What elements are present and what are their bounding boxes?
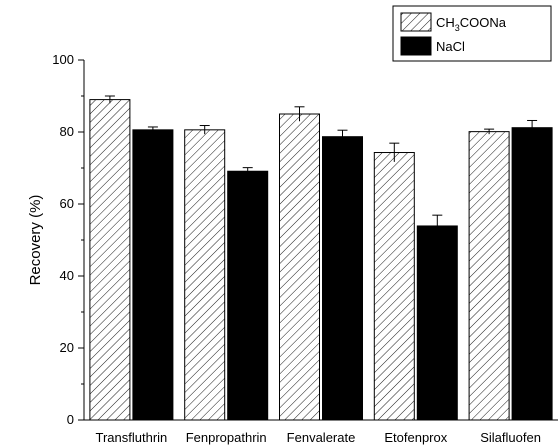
y-tick-label: 40 <box>60 268 74 283</box>
legend: CH3COONa NaCl <box>392 5 552 62</box>
bar-nacl <box>227 170 269 421</box>
error-bars-group <box>104 95 538 237</box>
y-tick-label: 20 <box>60 340 74 355</box>
y-ticks-group: 0 20 40 60 80 100 <box>52 52 84 427</box>
y-tick-label: 0 <box>67 412 74 427</box>
bar-ch3coona <box>89 99 131 421</box>
bar-ch3coona <box>468 131 510 421</box>
y-axis-title: Recovery (%) <box>27 195 44 286</box>
y-tick-label: 80 <box>60 124 74 139</box>
bar-ch3coona <box>373 152 415 421</box>
x-tick-label: Silafluofen <box>480 430 541 445</box>
y-tick-label: 100 <box>52 52 74 67</box>
bars-group <box>89 99 553 421</box>
bar-nacl <box>511 127 553 421</box>
x-tick-label: Etofenprox <box>384 430 447 445</box>
x-ticks-group: Transfluthrin Fenpropathrin Fenvalerate Eto… <box>96 430 541 445</box>
bar-ch3coona <box>184 129 226 421</box>
legend-label-ch3coona: CH3COONa <box>436 15 507 33</box>
bar-ch3coona <box>279 113 320 421</box>
legend-label-nacl: NaCl <box>436 39 465 54</box>
x-tick-label: Transfluthrin <box>96 430 168 445</box>
x-tick-label: Fenpropathrin <box>186 430 267 445</box>
legend-swatch-ch3coona <box>400 12 432 32</box>
bar-nacl <box>322 136 363 421</box>
y-tick-label: 60 <box>60 196 74 211</box>
bar-nacl <box>132 129 174 421</box>
bar-nacl <box>416 225 458 421</box>
x-tick-label: Fenvalerate <box>287 430 356 445</box>
legend-swatch-nacl <box>400 36 432 56</box>
